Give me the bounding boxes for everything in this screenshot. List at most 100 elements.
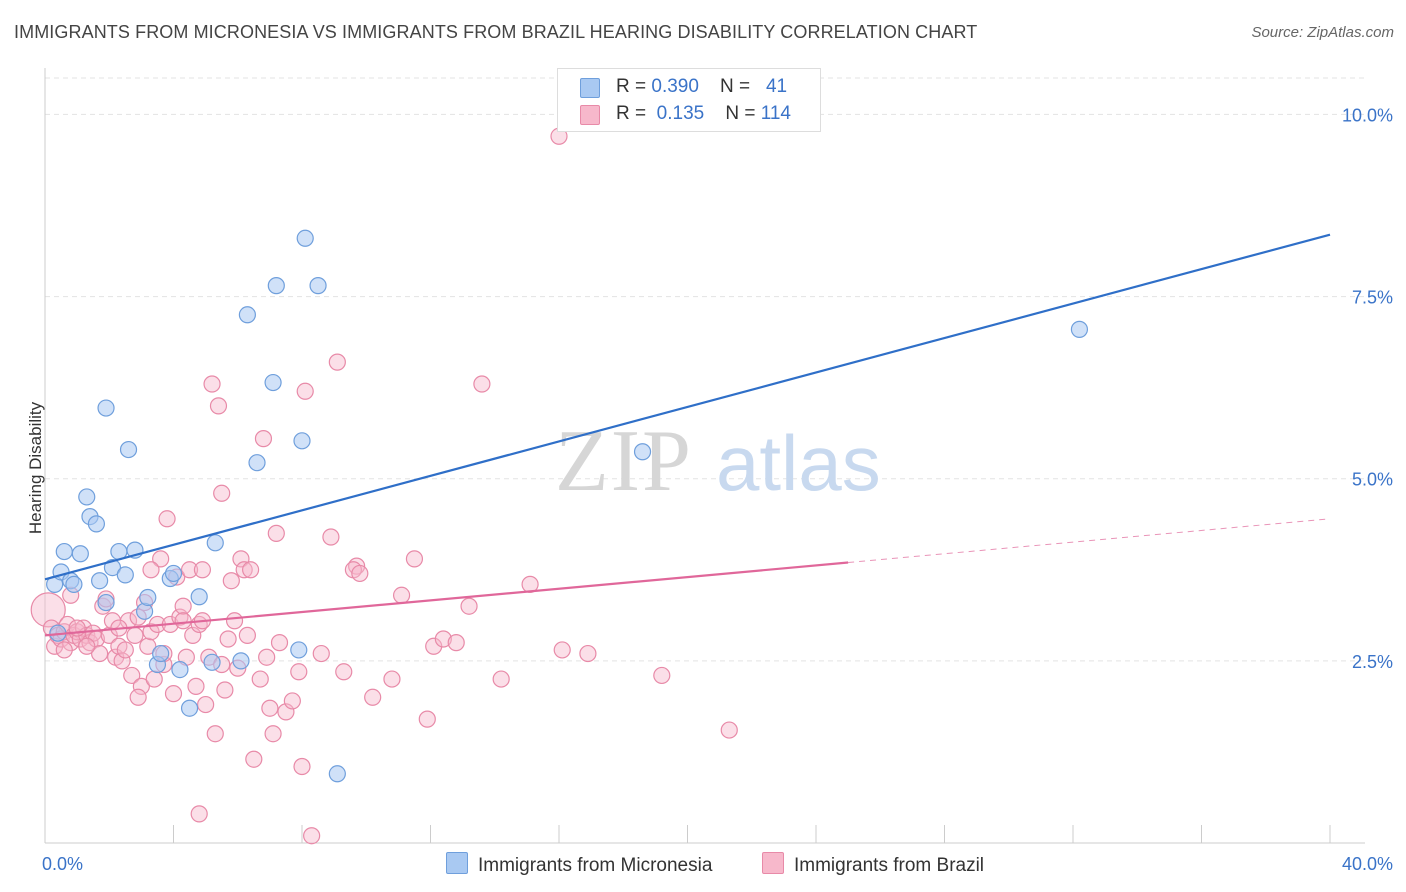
brazil-point bbox=[91, 644, 109, 663]
brazil-point bbox=[203, 375, 221, 393]
brazil-point bbox=[158, 510, 176, 528]
brazil-point bbox=[225, 612, 244, 630]
micronesia-point bbox=[293, 432, 311, 450]
micronesia-point bbox=[103, 558, 122, 577]
brazil-point bbox=[405, 550, 424, 568]
watermark: ZIP atlas bbox=[555, 413, 881, 510]
brazil-point bbox=[473, 375, 491, 393]
y-tick-label: 7.5% bbox=[1352, 288, 1393, 308]
micronesia-point bbox=[180, 699, 199, 717]
brazil-point bbox=[283, 692, 301, 710]
micronesia-point bbox=[119, 440, 138, 459]
brazil-point bbox=[152, 550, 170, 568]
source-label: Source: ZipAtlas.com bbox=[1251, 24, 1394, 41]
brazil-point bbox=[720, 721, 738, 739]
stats-legend: R = 0.390 N = 41 R = 0.135 N = 114 bbox=[557, 68, 821, 132]
micronesia-point bbox=[116, 566, 134, 584]
brazil-point bbox=[55, 641, 73, 659]
trendlines bbox=[44, 233, 1331, 637]
brazil-point bbox=[190, 805, 208, 823]
micronesia-point bbox=[309, 277, 327, 295]
micronesia-point bbox=[290, 641, 308, 659]
r-value: 0.135 bbox=[656, 103, 705, 124]
brazil-point bbox=[238, 626, 256, 644]
brazil-point bbox=[335, 663, 353, 681]
brazil-point bbox=[392, 586, 411, 604]
brazil-point bbox=[270, 634, 289, 652]
brazil-point bbox=[579, 644, 597, 663]
brazil-point bbox=[197, 695, 215, 714]
brazil-point bbox=[126, 626, 144, 644]
brazil-point bbox=[123, 666, 141, 685]
micronesia-swatch bbox=[580, 78, 600, 98]
micronesia-legend-swatch bbox=[446, 852, 468, 874]
y-axis-label: Hearing Disability bbox=[26, 401, 45, 535]
y-tick-label: 5.0% bbox=[1352, 470, 1393, 490]
brazil-point bbox=[235, 561, 253, 579]
brazil-point bbox=[312, 644, 330, 663]
brazil-point bbox=[492, 670, 510, 688]
r-label: R = bbox=[616, 103, 652, 124]
brazil-point bbox=[254, 430, 273, 448]
micronesia-point bbox=[65, 575, 83, 593]
micronesia-point bbox=[152, 644, 170, 663]
micronesia-point bbox=[97, 399, 115, 417]
micronesia-point bbox=[633, 443, 652, 461]
micronesia-point bbox=[164, 564, 183, 583]
brazil-point bbox=[232, 550, 250, 568]
brazil-swatch bbox=[580, 105, 600, 125]
micronesia-point bbox=[264, 373, 282, 392]
chart-title: IMMIGRANTS FROM MICRONESIA VS IMMIGRANTS… bbox=[14, 22, 978, 42]
brazil-point bbox=[653, 666, 671, 685]
stats-legend-text: R = 0.135 N = 114 bbox=[616, 103, 791, 125]
watermark-atlas: atlas bbox=[716, 419, 881, 507]
brazil-point bbox=[142, 561, 160, 579]
tick-labels: 2.5% 5.0% 7.5% 10.0% 0.0% 40.0% bbox=[42, 105, 1393, 874]
micronesia-point bbox=[71, 545, 89, 563]
r-label: R = bbox=[616, 76, 652, 97]
brazil-point bbox=[174, 612, 192, 630]
brazil-point bbox=[303, 827, 321, 845]
axes bbox=[44, 68, 1365, 844]
brazil-point bbox=[216, 681, 234, 699]
brazil-point bbox=[277, 703, 295, 721]
brazil-point bbox=[447, 634, 465, 652]
brazil-point bbox=[434, 630, 452, 648]
micronesia-point bbox=[171, 660, 189, 679]
brazil-point bbox=[213, 484, 231, 502]
micronesia-point bbox=[87, 515, 106, 533]
brazil-legend-swatch bbox=[762, 852, 784, 874]
micronesia-point bbox=[296, 229, 314, 247]
micronesia-point bbox=[232, 652, 250, 670]
brazil-point bbox=[267, 524, 285, 542]
brazil-legend-label: Immigrants from Brazil bbox=[794, 855, 985, 876]
micronesia-point bbox=[267, 277, 285, 295]
brazil-point bbox=[129, 688, 147, 706]
brazil-point bbox=[553, 641, 571, 659]
brazil-point bbox=[251, 670, 269, 688]
n-label: N = bbox=[720, 76, 756, 97]
brazil-point bbox=[293, 757, 311, 776]
n-value: 114 bbox=[760, 103, 791, 124]
brazil-point bbox=[460, 597, 478, 615]
micronesia-point bbox=[190, 588, 208, 606]
brazil-point bbox=[290, 663, 308, 681]
brazil-point bbox=[139, 637, 157, 655]
brazil-point bbox=[145, 670, 163, 688]
brazil-point bbox=[132, 677, 150, 695]
brazil-point bbox=[113, 652, 131, 670]
brazil-point bbox=[219, 630, 237, 648]
brazil-point bbox=[78, 637, 96, 655]
stats-legend-text: R = 0.390 N = 41 bbox=[616, 76, 787, 98]
brazil-point bbox=[264, 725, 282, 743]
brazil-point bbox=[383, 670, 401, 688]
brazil-point bbox=[351, 564, 369, 583]
y-tick-label: 10.0% bbox=[1342, 105, 1393, 125]
micronesia-point bbox=[328, 765, 346, 783]
brazil-point bbox=[187, 677, 205, 695]
brazil-point bbox=[206, 725, 224, 743]
legend-item-brazil: Immigrants from Brazil bbox=[762, 852, 984, 877]
micronesia-point bbox=[55, 542, 73, 561]
brazil-trendline bbox=[44, 561, 849, 637]
micronesia-point bbox=[97, 593, 115, 612]
